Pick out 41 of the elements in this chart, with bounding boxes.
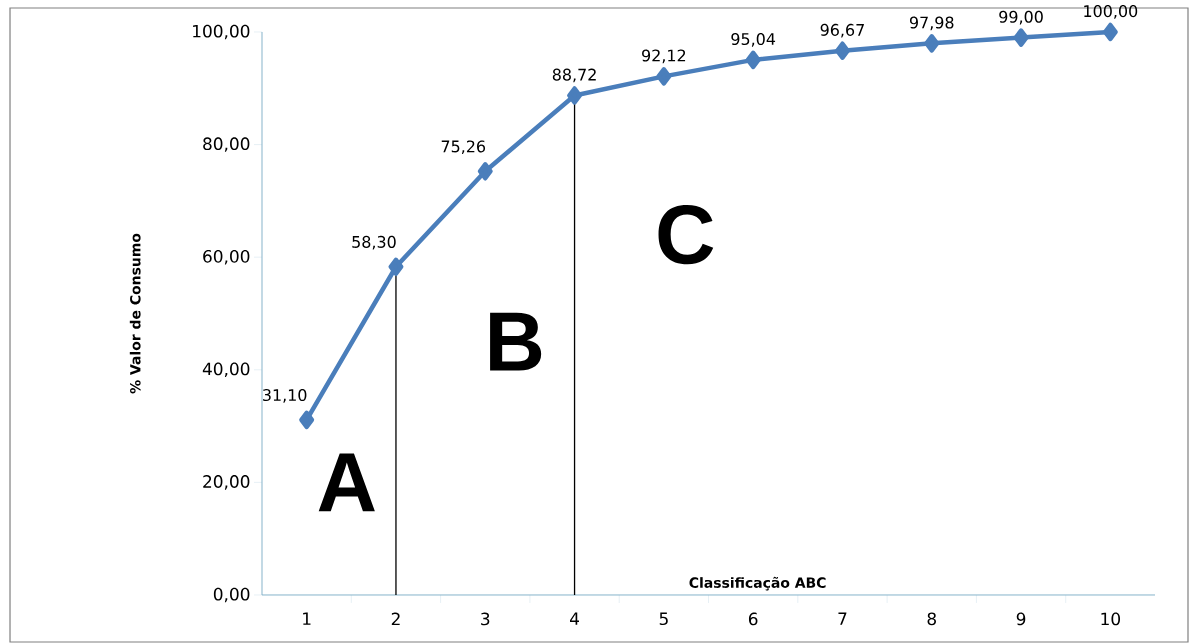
y-tick-label: 20,00 bbox=[203, 475, 250, 490]
data-label: 99,00 bbox=[999, 10, 1043, 25]
data-label: 97,98 bbox=[909, 16, 954, 31]
data-label: 95,04 bbox=[731, 33, 776, 47]
point bbox=[745, 50, 761, 70]
y-tick-label: 40,00 bbox=[202, 362, 250, 378]
data-label: 75,26 bbox=[441, 140, 486, 155]
annotation: C bbox=[658, 205, 714, 265]
x-tick-label: 1 bbox=[303, 612, 311, 625]
point bbox=[388, 257, 404, 277]
x-tick-label: 7 bbox=[838, 612, 847, 625]
data-label: 100,00 bbox=[1084, 5, 1138, 19]
annotation: B bbox=[490, 312, 542, 371]
y-tick-label: 0,00 bbox=[213, 587, 250, 603]
data-label: 58,30 bbox=[352, 235, 396, 250]
x-tick-label: 5 bbox=[659, 612, 668, 626]
data-label: 31,10 bbox=[263, 389, 307, 403]
x-tick-label: 10 bbox=[1101, 612, 1121, 626]
x-tick-label: 9 bbox=[1016, 612, 1026, 626]
x-tick-label: 8 bbox=[927, 612, 936, 626]
point bbox=[924, 34, 940, 53]
y-tick-label: 100,00 bbox=[193, 24, 250, 40]
data-label: 96,67 bbox=[820, 23, 864, 38]
point bbox=[299, 410, 315, 430]
point bbox=[1102, 22, 1118, 42]
data-label: 88,72 bbox=[552, 68, 596, 83]
x-tick-label: 4 bbox=[570, 612, 579, 625]
x-tick-label: 2 bbox=[391, 612, 400, 626]
y-axis-title: % Valor de Consumo bbox=[129, 233, 141, 394]
annotation: A bbox=[318, 453, 375, 512]
x-axis-title: Classificação ABC bbox=[689, 576, 826, 591]
data-label: 92,12 bbox=[642, 49, 686, 64]
point bbox=[567, 86, 583, 105]
point bbox=[1013, 28, 1029, 47]
x-tick-label: 3 bbox=[481, 612, 490, 626]
point bbox=[834, 41, 850, 60]
x-tick-label: 6 bbox=[748, 612, 758, 626]
y-tick-label: 60,00 bbox=[203, 249, 250, 265]
point bbox=[656, 67, 672, 86]
y-tick-label: 80,00 bbox=[203, 137, 250, 152]
point bbox=[477, 162, 493, 181]
